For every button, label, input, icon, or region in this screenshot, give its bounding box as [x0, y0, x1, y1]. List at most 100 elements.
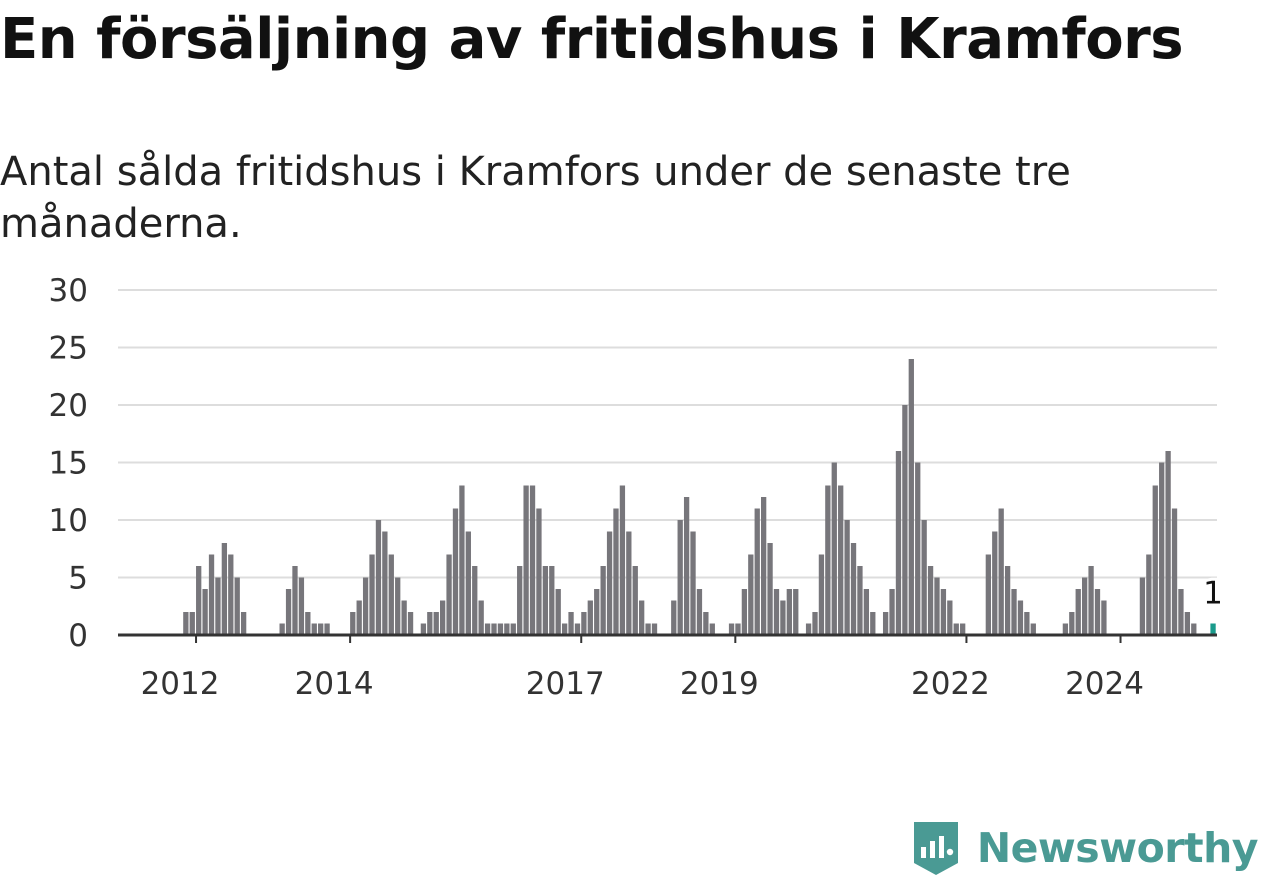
bar: [542, 566, 549, 635]
bar: [1082, 577, 1088, 635]
bar: [574, 623, 581, 635]
annotations: 1: [1200, 573, 1226, 615]
bar: [459, 485, 465, 635]
bar: [902, 405, 908, 635]
bar: [748, 554, 754, 635]
bar: [838, 485, 844, 635]
bar: [478, 600, 484, 635]
bar: [1030, 623, 1036, 635]
highlight-value-label: 1: [1203, 576, 1223, 612]
bar-chart: 0 5 10 15 20 25 30 2012 2014 2017 2019 2022 2024 1: [49, 273, 1226, 702]
bar: [1024, 612, 1030, 635]
bar: [1101, 600, 1107, 635]
bar: [568, 612, 574, 635]
bar: [915, 462, 921, 635]
bars: [183, 359, 1216, 635]
bar: [1069, 612, 1075, 635]
bar: [1004, 566, 1011, 635]
x-axis: 2012 2014 2017 2019 2022 2024: [118, 633, 1217, 702]
bar: [234, 577, 240, 635]
bar: [279, 623, 285, 635]
bar: [857, 566, 863, 635]
bar: [407, 612, 414, 635]
y-tick-label: 0: [68, 618, 88, 654]
bar: [536, 508, 542, 635]
brand-name: Newsworthy: [976, 824, 1259, 872]
x-tick-label: 2019: [680, 666, 759, 702]
bar: [825, 485, 831, 635]
bar: [285, 589, 292, 635]
bar: [183, 612, 189, 635]
y-tick-label: 20: [49, 388, 88, 424]
bar: [1139, 577, 1146, 635]
bar: [208, 554, 215, 635]
bar: [401, 600, 407, 635]
bar: [761, 497, 767, 635]
bar: [594, 589, 600, 635]
bar: [362, 577, 369, 635]
bar: [517, 566, 523, 635]
y-tick-label: 10: [49, 503, 88, 539]
bar: [735, 623, 741, 635]
bar: [626, 531, 632, 635]
bar: [581, 612, 587, 635]
bar: [882, 612, 889, 635]
bar: [189, 612, 195, 635]
bar: [510, 623, 516, 635]
bar: [793, 589, 799, 635]
bar: [504, 623, 510, 635]
bar: [523, 485, 529, 635]
grid-lines: [118, 289, 1217, 579]
y-axis-ticks: 0 5 10 15 20 25 30: [49, 273, 88, 654]
x-tick-label: 2014: [295, 666, 374, 702]
bar: [1152, 485, 1158, 635]
bar: [549, 566, 555, 635]
newsworthy-logo-icon: [913, 822, 958, 875]
bar: [1075, 589, 1081, 635]
bar: [1191, 623, 1197, 635]
bar: [645, 623, 651, 635]
bar: [433, 612, 439, 635]
bar: [895, 451, 902, 635]
bar: [472, 566, 478, 635]
newsworthy-logo: Newsworthy: [911, 819, 1259, 877]
bar: [728, 623, 735, 635]
y-tick-label: 25: [49, 331, 88, 367]
bar: [382, 531, 388, 635]
bar: [440, 600, 446, 635]
bar: [683, 497, 690, 635]
bar: [632, 566, 638, 635]
highlight-bar: [1210, 623, 1216, 635]
bar: [812, 612, 818, 635]
bar: [356, 600, 362, 635]
x-tick-label: 2017: [526, 666, 605, 702]
bar: [934, 577, 940, 635]
bar: [196, 566, 202, 635]
bar: [947, 600, 953, 635]
bar: [555, 589, 561, 635]
x-tick-label: 2022: [911, 666, 990, 702]
y-tick-label: 5: [68, 561, 88, 597]
bar: [350, 612, 356, 635]
bar: [1171, 508, 1178, 635]
bar: [985, 554, 991, 635]
bar: [606, 531, 613, 635]
chart-title: En försäljning av fritidshus i Kramfors: [0, 7, 1184, 72]
bar: [754, 508, 760, 635]
bar: [844, 520, 850, 635]
x-tick-label: 2024: [1065, 666, 1144, 702]
bar: [215, 577, 221, 635]
bar: [587, 600, 593, 635]
bar: [613, 508, 619, 635]
bar: [908, 359, 914, 635]
bar: [639, 600, 645, 635]
bar: [651, 623, 658, 635]
bar: [703, 612, 709, 635]
bar: [369, 554, 375, 635]
bar: [1011, 589, 1017, 635]
bar: [773, 589, 780, 635]
bar: [228, 554, 234, 635]
bar: [696, 589, 703, 635]
bar: [619, 485, 626, 635]
bar: [292, 566, 298, 635]
